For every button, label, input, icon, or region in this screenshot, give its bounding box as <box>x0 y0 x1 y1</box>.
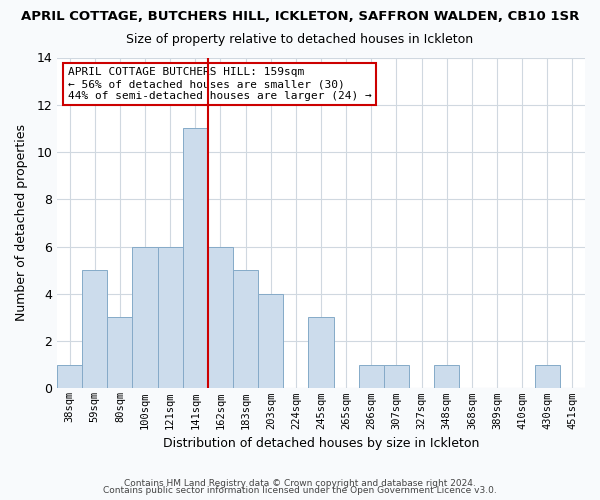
Bar <box>107 318 133 388</box>
X-axis label: Distribution of detached houses by size in Ickleton: Distribution of detached houses by size … <box>163 437 479 450</box>
Bar <box>535 365 560 388</box>
Bar <box>258 294 283 388</box>
Bar <box>434 365 460 388</box>
Bar <box>208 246 233 388</box>
Y-axis label: Number of detached properties: Number of detached properties <box>15 124 28 322</box>
Bar <box>57 365 82 388</box>
Bar <box>359 365 384 388</box>
Bar <box>183 128 208 388</box>
Bar <box>82 270 107 388</box>
Text: APRIL COTTAGE BUTCHERS HILL: 159sqm
← 56% of detached houses are smaller (30)
44: APRIL COTTAGE BUTCHERS HILL: 159sqm ← 56… <box>68 68 371 100</box>
Text: Contains public sector information licensed under the Open Government Licence v3: Contains public sector information licen… <box>103 486 497 495</box>
Text: Size of property relative to detached houses in Ickleton: Size of property relative to detached ho… <box>127 32 473 46</box>
Bar <box>308 318 334 388</box>
Bar <box>158 246 183 388</box>
Text: APRIL COTTAGE, BUTCHERS HILL, ICKLETON, SAFFRON WALDEN, CB10 1SR: APRIL COTTAGE, BUTCHERS HILL, ICKLETON, … <box>21 10 579 23</box>
Bar <box>233 270 258 388</box>
Bar <box>133 246 158 388</box>
Text: Contains HM Land Registry data © Crown copyright and database right 2024.: Contains HM Land Registry data © Crown c… <box>124 478 476 488</box>
Bar <box>384 365 409 388</box>
